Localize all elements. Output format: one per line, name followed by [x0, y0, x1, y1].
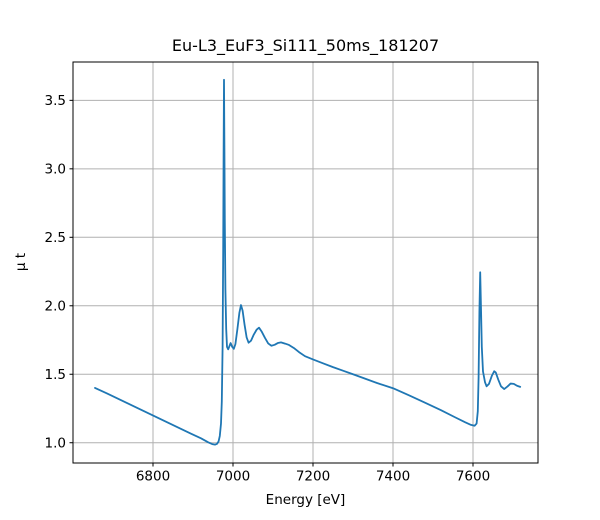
- y-tick-label: 3.0: [45, 162, 66, 178]
- y-tick-label: 2.5: [45, 230, 66, 246]
- x-tick-label: 7400: [376, 469, 410, 485]
- x-tick-label: 7200: [296, 469, 330, 485]
- x-tick-label: 6800: [136, 469, 170, 485]
- x-tick-label: 7600: [456, 469, 490, 485]
- grid-layer: [73, 62, 538, 463]
- y-tick-label: 1.0: [45, 436, 66, 452]
- y-tick-label: 3.5: [45, 93, 66, 109]
- x-axis-label: Energy [eV]: [266, 492, 346, 508]
- y-axis-label: μ t: [13, 253, 29, 271]
- y-tick-label: 1.5: [45, 367, 66, 383]
- axes-layer: [69, 61, 539, 467]
- spectrum-curve-layer: [94, 78, 522, 446]
- y-tick-label: 2.0: [45, 299, 66, 315]
- tick-label-layer: 6800 7000 7200 7400 7600 1.0 1.5 2.0 2.5 3.0 3.5: [45, 93, 491, 484]
- axes-spines: [72, 61, 539, 464]
- x-tick-label: 7000: [216, 469, 250, 485]
- spectrum-line: [94, 78, 522, 446]
- chart-title: Eu-L3_EuF3_Si111_50ms_181207: [172, 36, 439, 56]
